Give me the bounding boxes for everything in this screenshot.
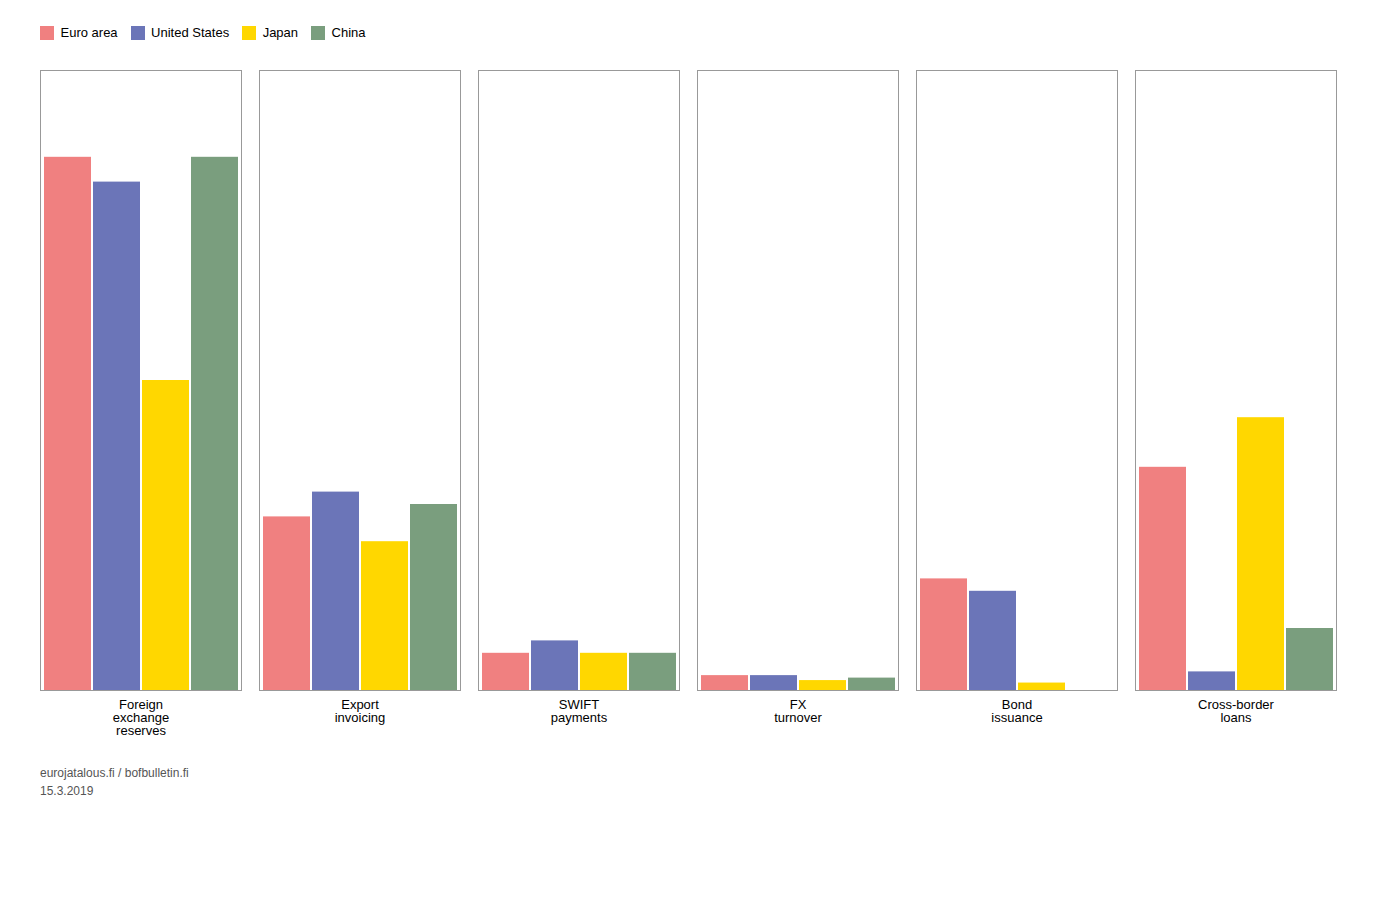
svg-text:FXturnover: FXturnover [774,696,822,724]
svg-text:SWIFTpayments: SWIFTpayments [551,696,608,724]
html-text:United States: United States [151,25,230,40]
html-text:Japan: Japan [262,25,299,40]
html-text:eurojatalous.fi / bofbulletin.: eurojatalous.fi / bofbulletin.fi [40,765,189,780]
svg-text:Cross-borderloans: Cross-borderloans [1198,696,1275,724]
svg-text:Exportinvoicing: Exportinvoicing [335,696,386,724]
html-text:China: China [331,25,366,40]
html-text:15.3.2019: 15.3.2019 [40,783,94,798]
html-text:Euro area: Euro area [60,25,118,40]
svg-text:Bondissuance: Bondissuance [991,696,1042,724]
svg-text:Foreignexchangereserves: Foreignexchangereserves [113,696,169,737]
